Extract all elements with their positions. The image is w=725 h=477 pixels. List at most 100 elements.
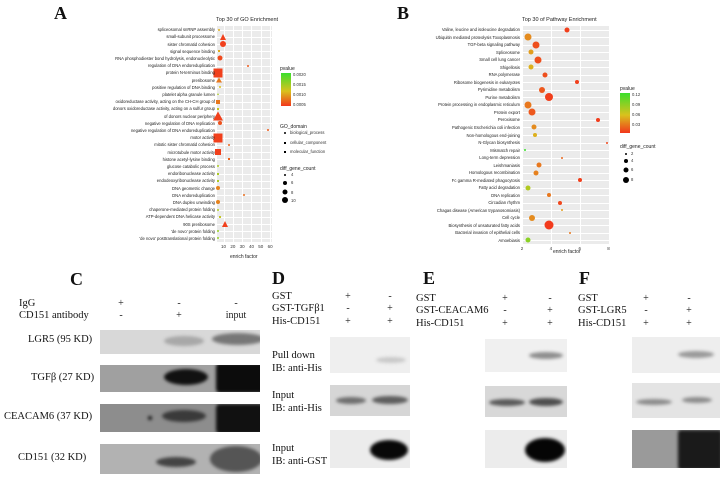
- data-point-circle: [534, 56, 542, 64]
- panel-label-b: B: [397, 3, 410, 23]
- y-category-label: protein N-terminus binding: [165, 70, 215, 76]
- pathway-count-dot-2: [625, 153, 627, 155]
- y-category-label: negative regulation of DNA replication: [144, 120, 215, 126]
- y-category-label: positive regulation of DNA binding: [152, 84, 215, 90]
- d-cond-1-0: -: [346, 303, 350, 314]
- e-cond-2-0: +: [502, 318, 508, 329]
- f-blot-pulldown: [632, 337, 720, 373]
- f-cond-1-1: +: [686, 305, 692, 316]
- data-point-circle: [267, 129, 270, 132]
- grid-line-h: [217, 137, 272, 139]
- grid-line-h: [217, 116, 272, 117]
- data-point-circle: [574, 80, 579, 85]
- grid-line-h: [217, 65, 272, 67]
- grid-line-v: [232, 26, 234, 242]
- x-tick-label: 40: [248, 244, 254, 249]
- pathway-pvalue-tick-3: 0.03: [632, 122, 641, 127]
- data-point-circle: [531, 124, 537, 130]
- e-blot-input-his: [485, 386, 567, 417]
- grid-line-h: [217, 44, 272, 45]
- data-point-circle: [217, 55, 223, 61]
- y-category-label: negative regulation of DNA endoreduplica…: [130, 127, 215, 133]
- data-point-circle: [228, 143, 231, 146]
- y-category-label: Circadian rhythm: [488, 200, 520, 206]
- go-count-dot-4: [284, 174, 286, 176]
- data-point-circle: [216, 165, 219, 168]
- y-category-label: ATP-dependent DNA helicase activity: [145, 214, 215, 220]
- f-cond-0-1: -: [687, 293, 691, 304]
- f-cond-2-1: +: [686, 318, 692, 329]
- e-condition-his-cd151: His-CD151: [416, 318, 465, 329]
- c-cond-0-1: -: [177, 298, 181, 309]
- pathway-x-axis-title: enrich factor: [553, 249, 581, 255]
- grid-line-h: [217, 80, 272, 81]
- grid-line-h: [522, 52, 610, 54]
- c-row-cd151: CD151 (32 KD): [18, 452, 87, 463]
- data-point-square: [213, 133, 223, 143]
- data-point-circle: [216, 237, 219, 240]
- c-cond-1-1: +: [176, 310, 182, 321]
- d-blot-input-gst: [330, 430, 410, 468]
- y-category-label: donors oxidoreductase activity, acting o…: [112, 106, 215, 112]
- grid-line-h: [522, 217, 610, 219]
- f-cond-1-0: -: [644, 305, 648, 316]
- x-tick-label: 8: [607, 246, 610, 251]
- grid-line-h: [522, 240, 610, 242]
- c-cond-0-2: -: [234, 298, 238, 309]
- d-row-pulldown-line1: Pull down: [272, 350, 315, 361]
- y-category-label: TGF-beta signaling pathway: [467, 42, 520, 48]
- data-point-square: [216, 107, 219, 110]
- go-pvalue-tick-2: 0.0010: [293, 92, 306, 97]
- grid-line-h: [217, 238, 272, 240]
- grid-line-v: [550, 26, 552, 244]
- data-point-square: [214, 149, 221, 155]
- grid-line-h: [217, 202, 272, 204]
- go-count-entry-3: 10: [291, 198, 296, 203]
- grid-line-h: [217, 29, 272, 31]
- go-domain-marker-square: [284, 151, 286, 153]
- grid-line-h: [217, 36, 272, 38]
- data-point-circle: [217, 28, 220, 31]
- y-category-label: small-subunit processome: [166, 34, 215, 40]
- d-cond-0-0: +: [345, 291, 351, 302]
- grid-line-h: [217, 101, 272, 103]
- panel-label-e: E: [423, 268, 436, 288]
- grid-line-h: [217, 159, 272, 161]
- e-cond-2-1: +: [547, 318, 553, 329]
- data-point-circle: [528, 64, 534, 70]
- grid-line-h: [217, 231, 272, 233]
- grid-line-h: [522, 180, 610, 182]
- data-point-circle: [528, 108, 536, 116]
- go-count-entry-0: 4: [291, 172, 294, 177]
- grid-line-h: [217, 152, 272, 153]
- data-point-circle: [545, 93, 554, 102]
- c-row-ceacam6: CEACAM6 (37 KD): [4, 411, 93, 422]
- f-condition-his-cd151: His-CD151: [578, 318, 627, 329]
- d-blot-input-his: [330, 385, 410, 416]
- data-point-circle: [246, 64, 249, 67]
- c-condition-cd151-antibody: CD151 antibody: [19, 310, 89, 321]
- f-condition-gst-lgr5: GST-LGR5: [578, 305, 627, 316]
- grid-line-h: [522, 59, 610, 61]
- data-point-square: [217, 50, 220, 53]
- d-cond-2-0: +: [345, 316, 351, 327]
- pathway-pvalue-colorbar: [620, 93, 630, 133]
- data-point-triangle: [222, 221, 229, 227]
- data-point-circle: [215, 200, 220, 205]
- d-condition-gst: GST: [272, 291, 292, 302]
- data-point-square: [228, 158, 231, 161]
- y-category-label: 'de novo' posttranslational protein fold…: [139, 235, 215, 241]
- grid-line-h: [217, 72, 272, 74]
- grid-line-h: [522, 202, 610, 204]
- data-point-triangle: [212, 111, 223, 121]
- data-point-triangle: [215, 77, 222, 83]
- pathway-count-dot-4: [624, 159, 628, 163]
- data-point-square: [215, 99, 220, 104]
- go-count-dot-8: [282, 189, 288, 195]
- grid-line-h: [522, 127, 610, 129]
- e-blot-input-gst: [485, 430, 567, 468]
- f-blot-input-his: [632, 383, 720, 418]
- y-category-label: RNA polymerase: [488, 72, 520, 78]
- d-condition-his-cd151: His-CD151: [272, 316, 321, 327]
- data-point-square: [213, 68, 223, 78]
